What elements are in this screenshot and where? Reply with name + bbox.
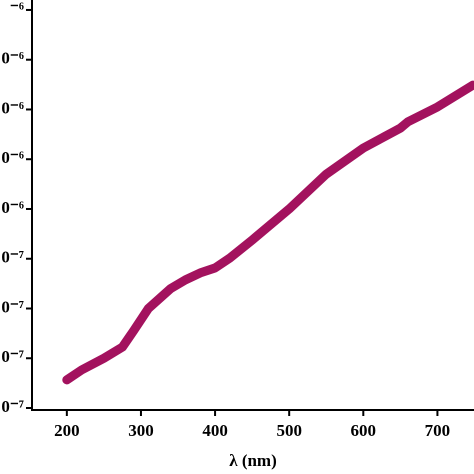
x-tick-label: 300 (128, 421, 154, 440)
data-line (62, 80, 474, 385)
y-tick-label: 0⁻⁶ (1, 198, 24, 217)
y-tick-label: 0⁻⁶ (1, 148, 24, 167)
y-tick-label: 0⁻⁶ (1, 49, 24, 68)
x-tick-label: 400 (202, 421, 228, 440)
y-tick-label: 0⁻⁷ (1, 297, 24, 316)
x-tick-label: 200 (54, 421, 80, 440)
x-axis-label: λ (nm) (229, 451, 277, 470)
x-tick-label: 700 (425, 421, 451, 440)
plot-frame (31, 0, 474, 411)
x-tick-label: 600 (351, 421, 377, 440)
y-tick-label: 0⁻⁶ (1, 98, 24, 117)
y-tick-label: 0⁻⁷ (1, 397, 24, 416)
y-tick-label: 0⁻⁷ (1, 347, 24, 366)
y-tick-label: 0⁻⁷ (1, 248, 24, 267)
x-tick-label: 500 (276, 421, 302, 440)
y-tick-label: ⁻⁶ (10, 0, 24, 18)
